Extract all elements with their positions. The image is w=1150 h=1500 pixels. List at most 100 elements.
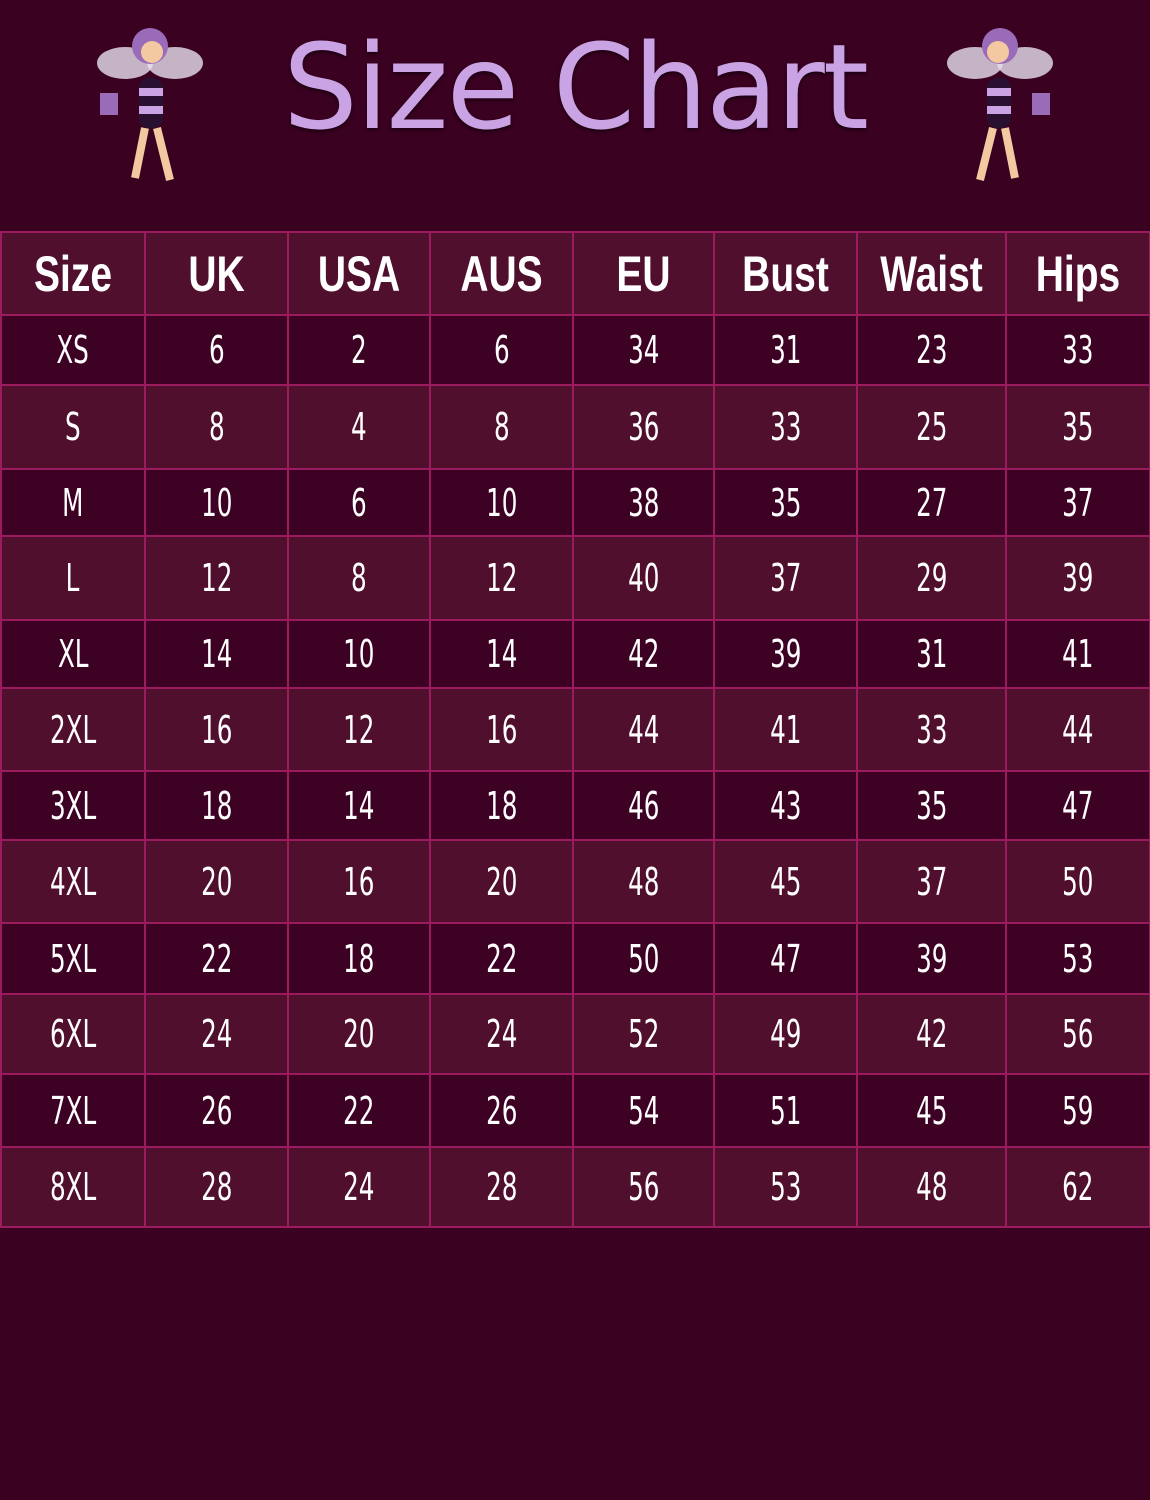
- cell-value: 50: [1062, 859, 1094, 904]
- cell-size: 7XL: [0, 1073, 146, 1148]
- column-header-uk: UK: [159, 231, 274, 316]
- cell-waist: 33: [856, 687, 1007, 772]
- cell-eu: 42: [572, 619, 715, 689]
- cell-eu: 50: [572, 922, 715, 995]
- cell-value: 18: [343, 936, 375, 981]
- cell-bust: 35: [713, 468, 858, 537]
- cell-value: 44: [1062, 707, 1094, 752]
- header: Size Chart: [0, 0, 1150, 200]
- cell-bust: 49: [713, 993, 858, 1075]
- cell-size: XL: [0, 619, 146, 689]
- cell-size: S: [0, 384, 146, 470]
- cell-value: 50: [627, 936, 660, 981]
- cell-value: 27: [915, 480, 948, 525]
- table-row: S 8 4 8 36 33 25 35: [0, 384, 1150, 470]
- cell-value: 2: [351, 328, 367, 372]
- cell-value: 18: [200, 783, 233, 828]
- cell-value: 47: [769, 936, 802, 981]
- cell-value: 44: [627, 707, 660, 752]
- cell-aus: 12: [429, 535, 574, 621]
- bee-fairy-illustration-left: [97, 28, 203, 181]
- cell-value: 56: [1062, 1012, 1094, 1056]
- cell-aus: 16: [429, 687, 574, 772]
- column-header-bust: Bust: [728, 231, 843, 316]
- cell-hips: 62: [1005, 1146, 1150, 1228]
- cell-usa: 14: [287, 770, 431, 841]
- cell-uk: 14: [144, 619, 289, 689]
- cell-size: XS: [0, 314, 146, 386]
- cell-value: 10: [200, 480, 233, 525]
- cell-value: 39: [915, 936, 948, 981]
- cell-value: 38: [627, 480, 660, 525]
- cell-waist: 35: [856, 770, 1007, 841]
- cell-hips: 56: [1005, 993, 1150, 1075]
- cell-eu: 36: [572, 384, 715, 470]
- table-row: 3XL 18 14 18 46 43 35 47: [0, 770, 1150, 841]
- cell-waist: 23: [856, 314, 1007, 386]
- table-row: 6XL 24 20 24 52 49 42 56: [0, 993, 1150, 1075]
- cell-value: 16: [200, 707, 233, 752]
- cell-bust: 47: [713, 922, 858, 995]
- cell-value: 28: [200, 1165, 233, 1209]
- cell-value: 8: [351, 556, 367, 600]
- cell-value: 4XL: [49, 859, 97, 904]
- cell-value: 14: [485, 632, 518, 676]
- cell-waist: 42: [856, 993, 1007, 1075]
- cell-size: L: [0, 535, 146, 621]
- cell-size: 6XL: [0, 993, 146, 1075]
- cell-value: 56: [627, 1165, 660, 1209]
- cell-usa: 20: [287, 993, 431, 1075]
- cell-hips: 41: [1005, 619, 1150, 689]
- cell-value: 51: [769, 1088, 802, 1133]
- cell-value: 39: [769, 632, 802, 676]
- cell-uk: 10: [144, 468, 289, 537]
- cell-value: 6XL: [49, 1012, 97, 1056]
- cell-hips: 50: [1005, 839, 1150, 924]
- cell-usa: 16: [287, 839, 431, 924]
- cell-size: 2XL: [0, 687, 146, 772]
- cell-value: 8XL: [49, 1165, 97, 1209]
- cell-value: 59: [1062, 1088, 1094, 1133]
- cell-value: 23: [915, 328, 948, 372]
- cell-value: 12: [485, 556, 518, 600]
- cell-value: 6: [351, 480, 367, 525]
- cell-value: 42: [627, 632, 660, 676]
- cell-value: 41: [1062, 632, 1094, 676]
- cell-value: L: [66, 556, 80, 600]
- cell-value: 37: [915, 859, 948, 904]
- cell-value: 47: [1062, 783, 1094, 828]
- cell-value: 33: [1062, 328, 1094, 372]
- cell-value: 22: [485, 936, 518, 981]
- cell-value: 35: [1062, 405, 1094, 449]
- cell-value: 26: [200, 1088, 233, 1133]
- cell-aus: 20: [429, 839, 574, 924]
- cell-uk: 6: [144, 314, 289, 386]
- cell-value: 8: [208, 405, 225, 449]
- bee-fairy-illustration-right: [947, 28, 1053, 181]
- cell-value: 12: [343, 707, 375, 752]
- cell-value: 16: [485, 707, 518, 752]
- table-row: 7XL 26 22 26 54 51 45 59: [0, 1073, 1150, 1148]
- cell-value: 43: [769, 783, 802, 828]
- column-header-waist: Waist: [872, 231, 991, 316]
- cell-value: 8: [493, 405, 510, 449]
- cell-usa: 6: [287, 468, 431, 537]
- table-row: XS 6 2 6 34 31 23 33: [0, 314, 1150, 386]
- cell-usa: 10: [287, 619, 431, 689]
- cell-value: 24: [343, 1165, 375, 1209]
- cell-waist: 45: [856, 1073, 1007, 1148]
- cell-waist: 31: [856, 619, 1007, 689]
- page-title: Size Chart: [282, 18, 869, 156]
- cell-value: XL: [57, 632, 89, 676]
- cell-hips: 44: [1005, 687, 1150, 772]
- cell-value: 39: [1062, 556, 1094, 600]
- cell-value: 4: [351, 405, 367, 449]
- cell-waist: 48: [856, 1146, 1007, 1228]
- cell-value: 29: [915, 556, 948, 600]
- cell-usa: 22: [287, 1073, 431, 1148]
- cell-usa: 12: [287, 687, 431, 772]
- cell-value: 24: [485, 1012, 518, 1056]
- cell-bust: 41: [713, 687, 858, 772]
- cell-eu: 52: [572, 993, 715, 1075]
- column-header-usa: USA: [302, 231, 416, 316]
